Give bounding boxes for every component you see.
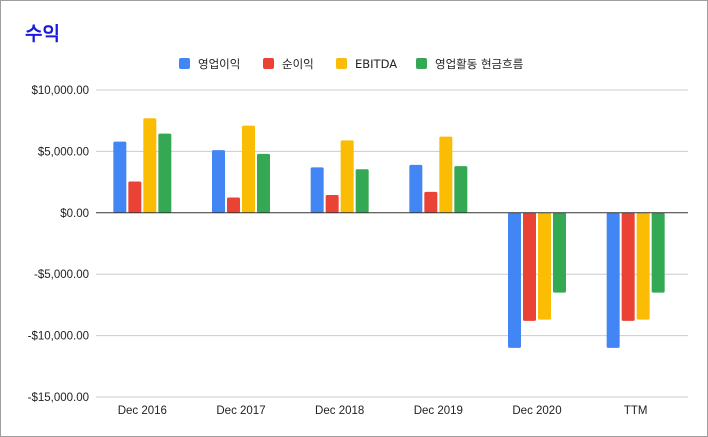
legend-swatch [336,58,347,69]
legend-item[interactable]: 영업활동 현금흐름 [416,57,523,71]
legend-label: EBITDA [355,57,397,71]
y-tick-label: -$10,000.00 [28,331,89,343]
x-tick-label: Dec 2016 [118,405,167,417]
legend-label: 영업이익 [198,57,240,71]
bar[interactable] [143,118,157,213]
bar[interactable] [606,212,620,348]
bar[interactable] [128,181,142,213]
bar[interactable] [310,167,324,213]
bar[interactable] [454,166,468,213]
bar[interactable] [242,125,255,213]
bar[interactable] [508,212,521,348]
bar[interactable] [553,212,566,293]
bar[interactable] [523,212,536,321]
bar[interactable] [439,136,453,213]
x-axis: Dec 2016 Dec 2017 Dec 2018 Dec 2019 Dec 2020… [118,405,648,417]
bar[interactable] [424,191,438,213]
chart-title: 수익 [25,23,60,45]
legend-item[interactable]: 순이익 [263,57,314,71]
x-tick-label: Dec 2020 [512,405,561,417]
legend[interactable]: 영업이익 순이익 EBITDA 영업활동 현금흐름 [179,57,523,71]
y-tick-label: -$15,000.00 [28,392,89,404]
legend-swatch [179,58,190,69]
x-tick-label: Dec 2019 [414,405,463,417]
legend-item[interactable]: EBITDA [336,57,397,71]
bar[interactable] [158,133,172,213]
bar[interactable] [409,164,423,213]
bar[interactable] [113,141,127,213]
y-axis: $10,000.00 $5,000.00 $0.00 -$5,000.00 -$10,0… [28,85,89,404]
bar[interactable] [212,150,225,213]
legend-swatch [416,58,427,69]
y-tick-label: $10,000.00 [31,85,89,97]
legend-item[interactable]: 영업이익 [179,57,240,71]
bar[interactable] [340,140,354,213]
bar[interactable] [538,212,551,320]
bar[interactable] [636,212,650,320]
y-tick-label: $5,000.00 [38,146,89,158]
bar[interactable] [325,194,339,213]
bars [113,118,665,348]
x-tick-label: Dec 2017 [216,405,265,417]
bar[interactable] [257,153,270,213]
bar[interactable] [355,169,369,213]
legend-label: 순이익 [282,57,314,71]
x-tick-label: Dec 2018 [315,405,364,417]
bar[interactable] [621,212,635,321]
legend-swatch [263,58,274,69]
x-tick-label: TTM [624,405,648,417]
bar[interactable] [227,197,240,213]
y-tick-label: $0.00 [60,208,89,220]
y-tick-label: -$5,000.00 [34,269,89,281]
grid-lines [96,89,688,398]
bar[interactable] [651,212,665,293]
legend-label: 영업활동 현금흐름 [435,57,523,71]
